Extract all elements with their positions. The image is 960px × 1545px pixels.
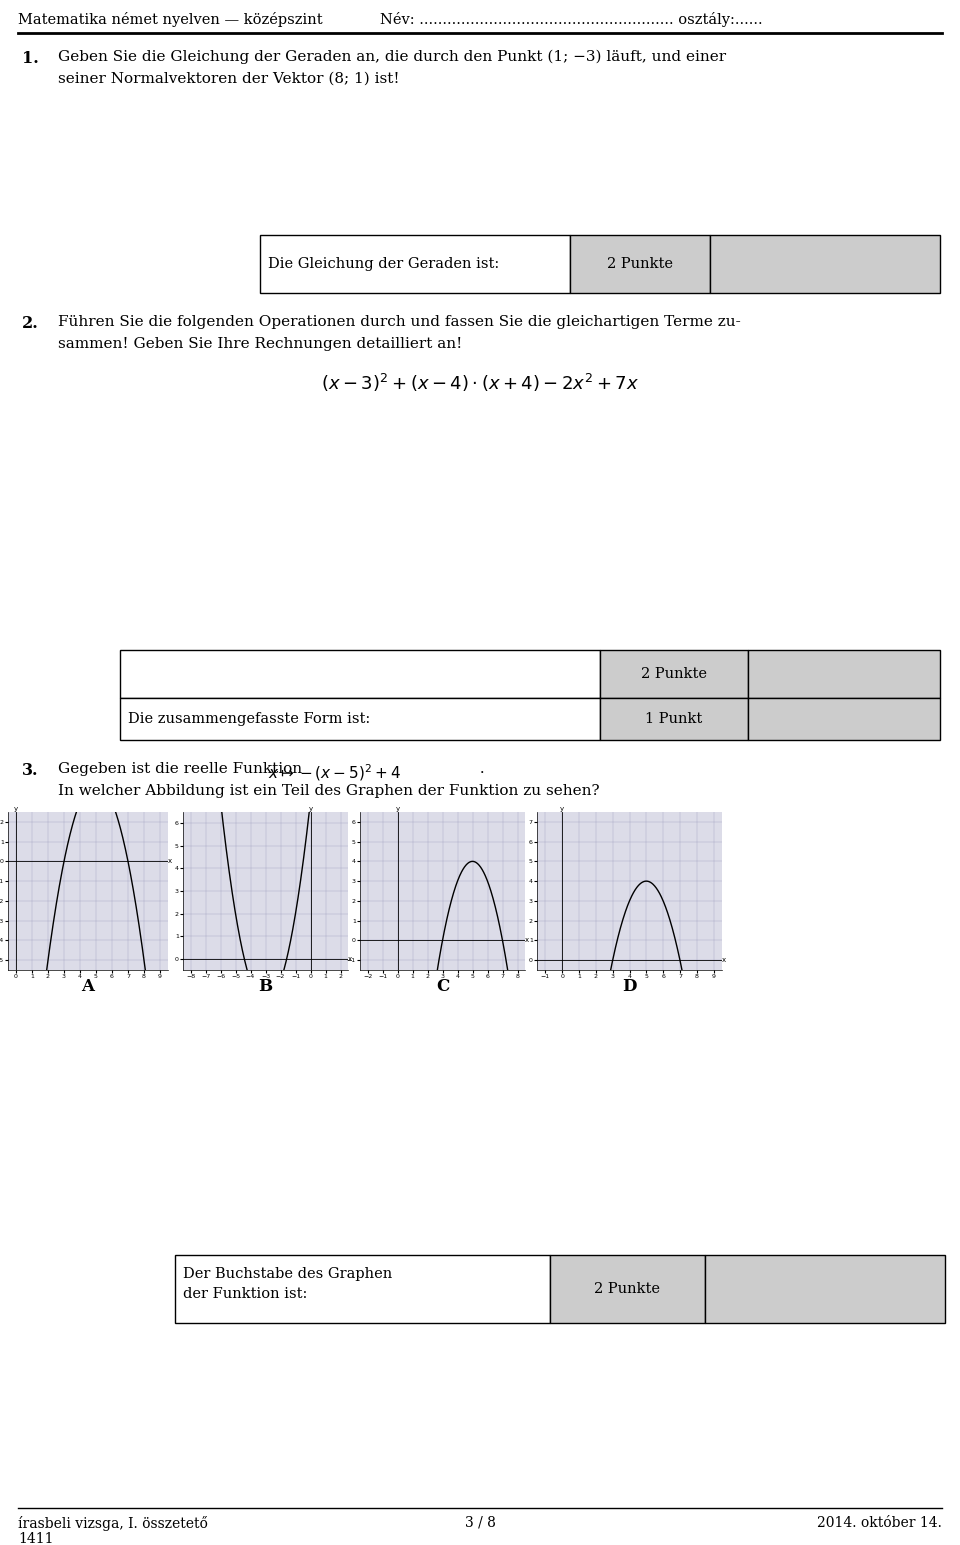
Text: x: x bbox=[525, 938, 529, 944]
Text: Die zusammengefasste Form ist:: Die zusammengefasste Form ist: bbox=[128, 712, 371, 726]
Text: 2.: 2. bbox=[22, 315, 38, 332]
Text: y: y bbox=[396, 806, 399, 813]
Bar bbox=[600, 650, 748, 698]
Text: 2 Punkte: 2 Punkte bbox=[594, 1282, 660, 1296]
Text: 1411: 1411 bbox=[18, 1533, 54, 1545]
Text: .: . bbox=[475, 762, 485, 776]
Text: Gegeben ist die reelle Funktion: Gegeben ist die reelle Funktion bbox=[58, 762, 312, 776]
Bar bbox=[550, 1255, 705, 1323]
Text: x: x bbox=[168, 859, 172, 864]
Text: y: y bbox=[14, 806, 18, 813]
Text: A: A bbox=[82, 978, 94, 995]
Text: x: x bbox=[722, 956, 726, 963]
Bar bbox=[120, 698, 600, 740]
Bar bbox=[748, 650, 940, 698]
Text: Matematika német nyelven — középszint: Matematika német nyelven — középszint bbox=[18, 12, 323, 26]
Bar bbox=[705, 1255, 945, 1323]
Bar bbox=[748, 698, 940, 740]
Bar bbox=[710, 235, 940, 294]
Text: Geben Sie die Gleichung der Geraden an, die durch den Punkt (1; −3) läuft, und e: Geben Sie die Gleichung der Geraden an, … bbox=[58, 49, 726, 65]
Bar bbox=[260, 235, 570, 294]
Text: sammen! Geben Sie Ihre Rechnungen detailliert an!: sammen! Geben Sie Ihre Rechnungen detail… bbox=[58, 337, 463, 351]
Text: x: x bbox=[348, 956, 352, 961]
Text: y: y bbox=[308, 806, 313, 813]
Bar bbox=[175, 1255, 550, 1323]
Text: seiner Normalvektoren der Vektor (8; 1) ist!: seiner Normalvektoren der Vektor (8; 1) … bbox=[58, 73, 399, 87]
Bar bbox=[600, 698, 748, 740]
Text: $(x-3)^2+(x-4)\cdot(x+4)-2x^2+7x$: $(x-3)^2+(x-4)\cdot(x+4)-2x^2+7x$ bbox=[321, 372, 639, 394]
Text: In welcher Abbildung ist ein Teil des Graphen der Funktion zu sehen?: In welcher Abbildung ist ein Teil des Gr… bbox=[58, 783, 600, 799]
Text: 2 Punkte: 2 Punkte bbox=[607, 256, 673, 270]
Text: írasbeli vizsga, I. összetető: írasbeli vizsga, I. összetető bbox=[18, 1516, 208, 1531]
Bar bbox=[120, 650, 600, 698]
Text: der Funktion ist:: der Funktion ist: bbox=[183, 1287, 307, 1301]
Text: Der Buchstabe des Graphen: Der Buchstabe des Graphen bbox=[183, 1267, 393, 1281]
Text: C: C bbox=[436, 978, 449, 995]
Bar bbox=[570, 235, 710, 294]
Text: y: y bbox=[561, 806, 564, 813]
Text: Führen Sie die folgenden Operationen durch und fassen Sie die gleichartigen Term: Führen Sie die folgenden Operationen dur… bbox=[58, 315, 741, 329]
Text: B: B bbox=[258, 978, 273, 995]
Text: 1 Punkt: 1 Punkt bbox=[645, 712, 703, 726]
Text: 1.: 1. bbox=[22, 49, 38, 66]
Text: Die Gleichung der Geraden ist:: Die Gleichung der Geraden ist: bbox=[268, 256, 499, 270]
Text: 2014. október 14.: 2014. október 14. bbox=[817, 1516, 942, 1530]
Text: Név: ....................................................... osztály:......: Név: ...................................… bbox=[380, 12, 762, 26]
Text: 2 Punkte: 2 Punkte bbox=[641, 667, 707, 681]
Text: 3 / 8: 3 / 8 bbox=[465, 1516, 495, 1530]
Text: 3.: 3. bbox=[22, 762, 38, 779]
Text: $x\mapsto-(x-5)^2+4$: $x\mapsto-(x-5)^2+4$ bbox=[268, 762, 401, 783]
Text: D: D bbox=[622, 978, 636, 995]
